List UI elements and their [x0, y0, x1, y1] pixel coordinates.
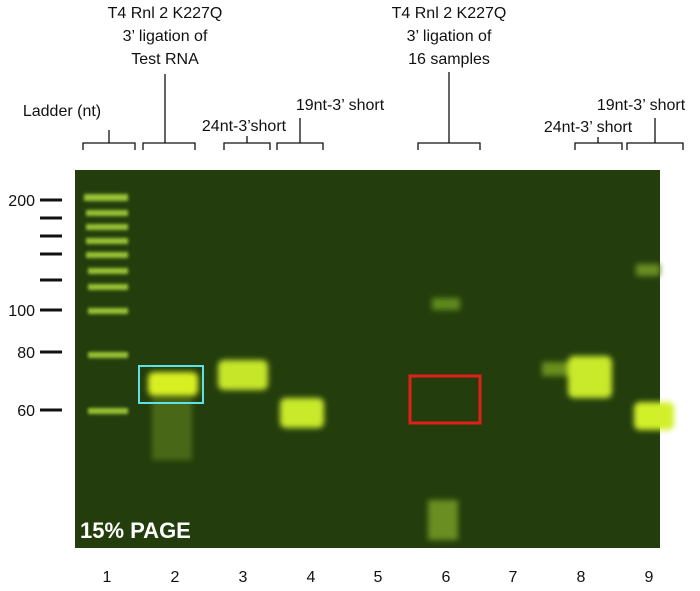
- bracket: [82, 130, 136, 150]
- heading-line: 3’ ligation of: [123, 28, 208, 45]
- highlight-box: [408, 374, 482, 425]
- group-label: 24nt-3’short: [202, 118, 287, 135]
- gel: 15% PAGE: [75, 170, 674, 548]
- bracket: [142, 74, 196, 150]
- bracket: [223, 136, 271, 150]
- group-label: Ladder (nt): [23, 103, 101, 120]
- heading-line: T4 Rnl 2 K227Q: [392, 5, 507, 22]
- heading-line: 16 samples: [408, 51, 490, 68]
- heading-line: Test RNA: [131, 51, 199, 68]
- marker-label: 100: [8, 303, 35, 320]
- lane-number: 5: [374, 569, 383, 586]
- lane-number: 6: [442, 569, 451, 586]
- lane-groups: Ladder (nt) 24nt-3’short 19nt-3’ short 2…: [23, 97, 686, 136]
- lane-number: 8: [577, 569, 586, 586]
- heading-line: T4 Rnl 2 K227Q: [108, 5, 223, 22]
- gel-label: 15% PAGE: [80, 518, 191, 543]
- group-label: 19nt-3’ short: [296, 97, 385, 114]
- lane-number: 2: [171, 569, 180, 586]
- bracket: [276, 118, 324, 150]
- bracket: [626, 118, 684, 150]
- lane-number: 3: [239, 569, 248, 586]
- marker-label: 200: [8, 193, 35, 210]
- bracket: [574, 137, 623, 150]
- lane-number: 9: [645, 569, 654, 586]
- heading: T4 Rnl 2 K227Q 3’ ligation of Test RNA T…: [108, 5, 507, 68]
- size-markers: 200 100 80 60: [8, 193, 62, 420]
- marker-label: 80: [17, 345, 35, 362]
- lane-numbers: 1 2 3 4 5 6 7 8 9: [103, 569, 654, 586]
- highlight-box: [138, 365, 204, 404]
- bracket: [417, 72, 481, 150]
- group-label: 19nt-3’ short: [597, 97, 686, 114]
- heading-line: 3’ ligation of: [407, 28, 492, 45]
- group-label: 24nt-3’ short: [544, 119, 633, 136]
- lane-number: 7: [509, 569, 518, 586]
- lane-number: 4: [307, 569, 316, 586]
- marker-label: 60: [17, 403, 35, 420]
- lane-number: 1: [103, 569, 112, 586]
- brackets: [82, 72, 684, 150]
